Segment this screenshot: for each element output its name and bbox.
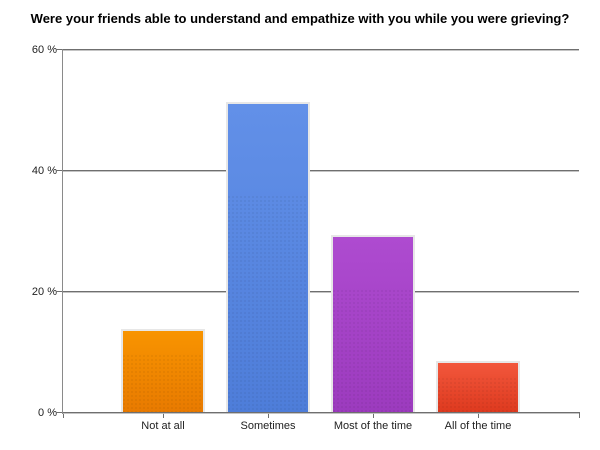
gridline-60 <box>63 49 579 50</box>
x-tick-label-most-of-the-time: Most of the time <box>333 420 413 432</box>
x-axis-end-tick <box>579 412 580 418</box>
y-tick-label: 60 % <box>31 43 57 56</box>
plot-area: 0 % 20 % 40 % 60 % Not at all Sometimes Most o… <box>32 44 580 432</box>
x-tick-label-all-of-the-time: All of the time <box>444 420 512 432</box>
x-tick-label-not-at-all: Not at all <box>141 420 185 432</box>
y-axis-tick <box>56 49 62 50</box>
x-axis-end-tick <box>63 412 64 418</box>
bar-most-of-the-time <box>331 235 415 412</box>
gridline-40 <box>63 170 579 171</box>
y-tick-label: 0 % <box>38 406 57 419</box>
chart-title: Were your friends able to understand and… <box>30 11 570 26</box>
y-tick-label: 40 % <box>31 164 57 177</box>
x-axis-tick-all-of-the-time <box>478 412 479 418</box>
x-axis-tick-most-of-the-time <box>373 412 374 418</box>
y-axis-line <box>62 49 63 414</box>
x-axis-tick-sometimes <box>268 412 269 418</box>
x-axis-tick-not-at-all <box>163 412 164 418</box>
bar-not-at-all <box>121 329 205 412</box>
gridline-20 <box>63 291 579 292</box>
y-tick-label: 20 % <box>31 285 57 298</box>
x-axis-line <box>63 412 579 413</box>
x-tick-label-sometimes: Sometimes <box>240 420 296 432</box>
bar-sometimes <box>226 102 310 413</box>
y-axis-tick <box>56 170 62 171</box>
y-axis-tick <box>56 291 62 292</box>
bar-all-of-the-time <box>436 361 520 412</box>
y-axis-tick <box>56 412 62 413</box>
